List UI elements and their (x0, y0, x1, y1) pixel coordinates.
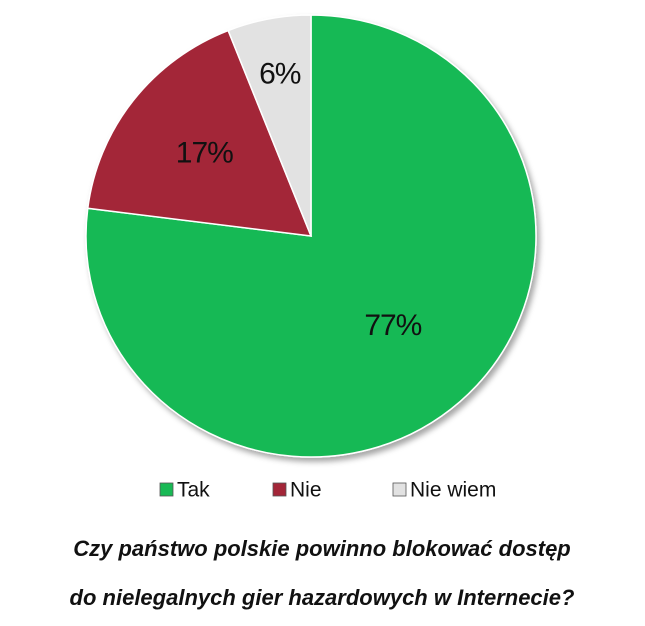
data-label: 17% (176, 137, 233, 170)
legend-label: Nie wiem (410, 479, 496, 502)
chart-title: do nielegalnych gier hazardowych w Inter… (70, 585, 575, 610)
pie-slice (85, 14, 537, 458)
pie-slice (227, 14, 312, 237)
legend-item: Nie (272, 479, 322, 502)
legend-item: Nie wiem (392, 479, 496, 502)
legend: Tak Nie Nie wiem (159, 479, 496, 502)
data-label: 6% (259, 57, 301, 90)
legend-label: Tak (177, 479, 210, 502)
pie (85, 14, 537, 458)
data-label: 77% (364, 309, 421, 342)
labels: 77% 17% 6% (176, 57, 423, 342)
chart-title: Czy państwo polskie powinno blokować dos… (73, 536, 571, 561)
pie-slice (86, 29, 313, 237)
legend-swatch (272, 482, 287, 497)
legend-label: Nie (290, 479, 322, 502)
legend-swatch (392, 482, 407, 497)
legend-item: Tak (159, 479, 210, 502)
legend-swatch (159, 482, 174, 497)
